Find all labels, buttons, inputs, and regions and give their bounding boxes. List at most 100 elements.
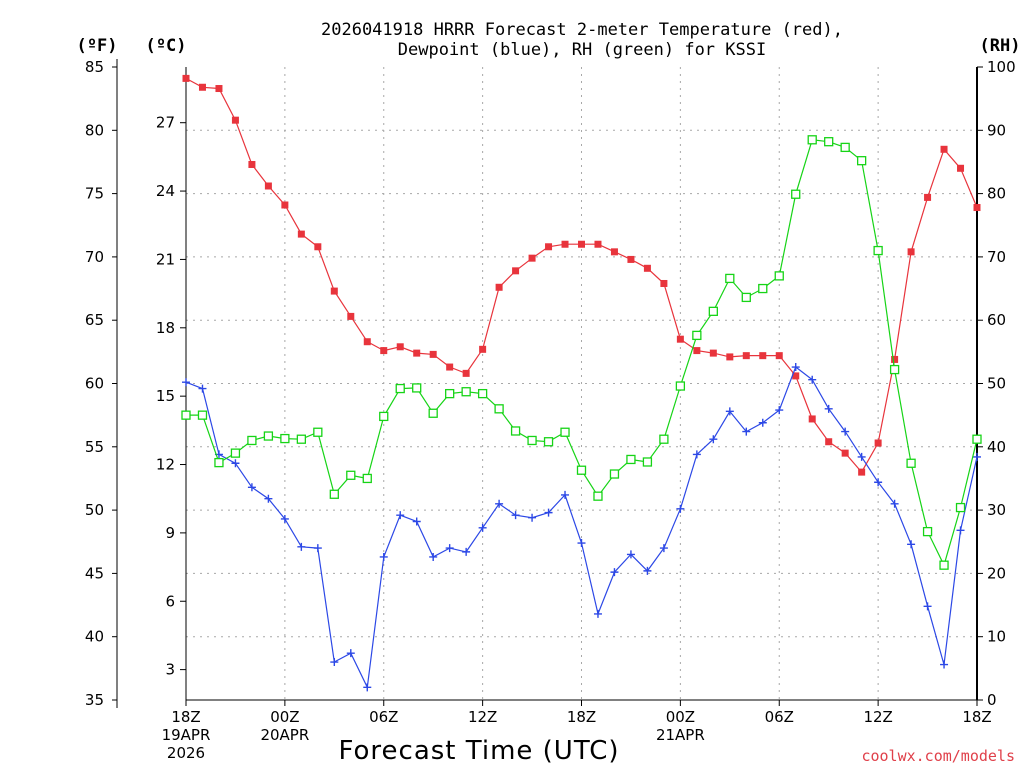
rh-tick-label: 50 bbox=[987, 375, 1006, 393]
rh-point bbox=[774, 271, 784, 281]
rh-point bbox=[329, 489, 339, 499]
rh-tick-label: 0 bbox=[987, 691, 997, 709]
rh-point bbox=[395, 383, 405, 394]
series-layer bbox=[181, 74, 982, 692]
temperature-point bbox=[775, 352, 783, 360]
f-tick-label: 80 bbox=[85, 121, 104, 139]
c-tick-label: 18 bbox=[156, 319, 175, 337]
temperature-point bbox=[182, 74, 190, 82]
chart-title-line-2: Dewpoint (blue), RH (green) for KSSI bbox=[398, 40, 766, 60]
dewpoint-point bbox=[626, 550, 635, 559]
temperature-point bbox=[215, 85, 223, 93]
rh-tick-label: 90 bbox=[987, 121, 1006, 139]
rh-point bbox=[576, 465, 587, 475]
temperature-point bbox=[726, 353, 734, 361]
right-rh-axis-unit: (RH) bbox=[980, 36, 1021, 56]
temperature-point bbox=[759, 352, 767, 360]
dewpoint-point bbox=[412, 517, 421, 526]
left-f-axis-unit: (ºF) bbox=[77, 36, 118, 56]
temperature-point bbox=[627, 255, 635, 263]
dewpoint-point bbox=[808, 375, 817, 384]
dewpoint-point bbox=[791, 363, 800, 372]
dewpoint-point bbox=[478, 523, 487, 532]
rh-point bbox=[313, 427, 323, 437]
temperature-point bbox=[594, 240, 602, 248]
temperature-point bbox=[792, 372, 800, 380]
f-tick-label: 50 bbox=[85, 501, 104, 519]
x-tick-label: 06Z bbox=[765, 708, 794, 726]
c-tick-label: 21 bbox=[156, 250, 175, 268]
temperature-point bbox=[380, 347, 388, 355]
x-tick-label: 00Z bbox=[270, 708, 299, 726]
dewpoint-point bbox=[907, 540, 916, 549]
temperature-point bbox=[660, 279, 668, 287]
rh-point bbox=[247, 435, 257, 446]
temperature-point bbox=[643, 264, 651, 272]
temperature-point bbox=[841, 449, 849, 457]
dewpoint-line bbox=[185, 366, 978, 690]
temperature-point bbox=[924, 193, 932, 201]
temperature-point bbox=[561, 240, 569, 248]
dewpoint-point bbox=[561, 490, 570, 499]
dewpoint-point bbox=[577, 539, 586, 548]
f-tick-label: 70 bbox=[85, 248, 104, 266]
c-tick-label: 6 bbox=[165, 592, 175, 610]
dewpoint-point bbox=[330, 658, 339, 667]
rh-point bbox=[197, 410, 208, 420]
temperature-point bbox=[429, 350, 437, 358]
rh-point bbox=[214, 457, 224, 468]
dewpoint-point bbox=[610, 568, 619, 577]
temperature-point bbox=[528, 254, 536, 262]
x-tick-label: 18Z bbox=[171, 708, 200, 726]
temperature-point bbox=[578, 240, 585, 248]
temperature-point bbox=[281, 201, 289, 209]
rh-point bbox=[741, 292, 751, 303]
rh-tick-label: 20 bbox=[987, 564, 1006, 582]
c-tick-label: 3 bbox=[165, 661, 175, 679]
temperature-point bbox=[957, 164, 965, 172]
rh-point bbox=[675, 381, 686, 391]
c-tick-label: 27 bbox=[156, 114, 175, 132]
dewpoint-point bbox=[462, 547, 471, 556]
temperature-point bbox=[413, 349, 421, 357]
rh-point bbox=[527, 435, 537, 446]
f-tick-label: 75 bbox=[85, 185, 104, 203]
dewpoint-point bbox=[445, 544, 454, 553]
rh-point bbox=[873, 245, 883, 256]
c-tick-label: 24 bbox=[156, 182, 175, 200]
dewpoint-point bbox=[857, 452, 866, 461]
temperature-point bbox=[314, 243, 322, 251]
temperature-point bbox=[610, 248, 618, 256]
x-tick-label: 2026 bbox=[167, 744, 205, 762]
f-tick-label: 45 bbox=[85, 564, 104, 582]
dewpoint-point bbox=[742, 427, 751, 436]
rh-point bbox=[379, 411, 389, 422]
temperature-point bbox=[512, 267, 520, 275]
temperature-point bbox=[231, 116, 239, 124]
rh-point bbox=[972, 434, 982, 444]
chart-title-line-1: 2026041918 HRRR Forecast 2-meter Tempera… bbox=[321, 20, 843, 40]
temperature-point bbox=[808, 415, 816, 423]
rh-point bbox=[181, 410, 191, 420]
rh-tick-label: 10 bbox=[987, 628, 1006, 646]
rh-point bbox=[692, 330, 702, 341]
dewpoint-point bbox=[198, 384, 207, 393]
dewpoint-point bbox=[231, 459, 240, 468]
x-tick-label: 18Z bbox=[567, 708, 596, 726]
rh-point bbox=[445, 388, 455, 399]
dewpoint-point bbox=[593, 609, 602, 618]
temperature-point bbox=[874, 439, 882, 447]
rh-point bbox=[906, 458, 916, 468]
x-tick-label: 20APR bbox=[260, 726, 309, 744]
dewpoint-point bbox=[775, 406, 784, 415]
temperature-point bbox=[198, 83, 206, 91]
dewpoint-point bbox=[659, 544, 668, 553]
x-tick-label: 19APR bbox=[162, 726, 211, 744]
rh-point bbox=[362, 473, 372, 484]
dewpoint-point bbox=[544, 508, 553, 517]
dewpoint-point bbox=[297, 542, 306, 551]
temperature-point bbox=[297, 230, 305, 238]
temperature-point bbox=[858, 468, 866, 476]
dewpoint-point bbox=[841, 427, 850, 436]
